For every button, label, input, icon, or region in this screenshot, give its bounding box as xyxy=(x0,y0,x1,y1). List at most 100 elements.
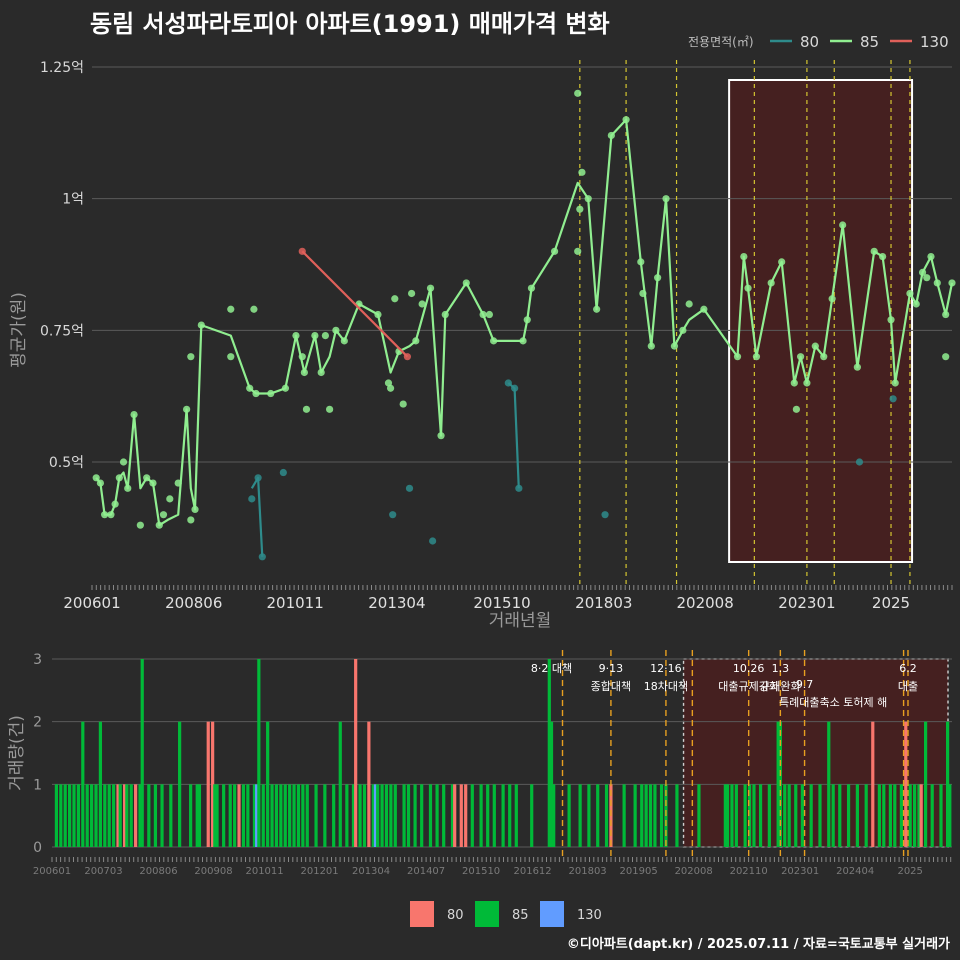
x-minor-ticks xyxy=(51,857,952,862)
data-point-85 xyxy=(426,284,435,292)
x-tick-label: 200806 xyxy=(139,866,177,877)
policy-label: 대출 xyxy=(898,680,918,693)
data-point-85 xyxy=(923,274,931,282)
data-point-85 xyxy=(149,479,157,487)
x-tick-label: 200908 xyxy=(194,866,232,877)
x-tick-label: 202301 xyxy=(778,594,835,612)
bar-85 xyxy=(305,784,309,847)
bar-85 xyxy=(479,784,483,847)
data-point-85 xyxy=(527,284,536,292)
bar-85 xyxy=(633,784,637,847)
bar-85 xyxy=(888,784,892,847)
policy-label: 종합대책 xyxy=(591,680,631,693)
legend-label-85: 85 xyxy=(512,908,529,923)
bar-85 xyxy=(129,784,133,847)
data-point-85 xyxy=(332,326,340,334)
x-tick-label: 201803 xyxy=(575,594,632,612)
data-point-85 xyxy=(654,274,662,282)
data-point-85 xyxy=(574,89,582,97)
data-point-85 xyxy=(321,332,329,340)
bar-80 xyxy=(367,721,371,847)
x-tick-label: 2025 xyxy=(897,866,922,877)
bar-85 xyxy=(864,784,868,847)
series-line-130 xyxy=(301,250,409,358)
data-point-85 xyxy=(267,389,275,398)
data-point-85 xyxy=(143,474,151,482)
y-tick-label: 1.25억 xyxy=(40,60,84,76)
data-point-85 xyxy=(250,305,258,313)
highlight-box xyxy=(728,79,914,563)
bar-85 xyxy=(138,784,142,847)
data-point-85 xyxy=(803,379,811,387)
bar-85 xyxy=(107,784,111,847)
bar-85 xyxy=(112,784,116,847)
data-point-85 xyxy=(96,479,105,487)
bar-85 xyxy=(246,784,250,847)
bar-85 xyxy=(384,784,389,847)
data-point-85 xyxy=(441,310,449,319)
bar-85 xyxy=(147,784,151,847)
data-point-85 xyxy=(462,279,470,287)
data-point-85 xyxy=(550,247,559,255)
data-point-80 xyxy=(279,468,287,477)
bar-85 xyxy=(547,659,551,847)
bar-85 xyxy=(893,784,897,847)
data-point-80 xyxy=(889,395,897,403)
data-point-85 xyxy=(942,310,950,319)
data-point-85 xyxy=(700,305,708,313)
data-point-85 xyxy=(300,368,308,377)
y-tick-label: 0 xyxy=(33,840,42,856)
bar-85 xyxy=(648,784,653,847)
bar-85 xyxy=(442,784,446,847)
data-point-85 xyxy=(927,253,935,261)
data-point-85 xyxy=(797,353,805,361)
bar-85 xyxy=(72,784,76,847)
legend-title: 전용면적(㎡) xyxy=(688,35,754,49)
data-point-85 xyxy=(412,337,420,345)
data-point-85 xyxy=(839,221,847,229)
data-point-85 xyxy=(191,505,199,513)
bar-85 xyxy=(393,784,397,847)
data-point-85 xyxy=(918,268,927,276)
data-point-85 xyxy=(437,432,445,440)
bar-85 xyxy=(809,784,813,847)
bar-85 xyxy=(587,784,591,847)
bar-85 xyxy=(530,784,534,847)
data-point-80 xyxy=(254,474,262,482)
bar-85 xyxy=(94,784,98,847)
bar-85 xyxy=(332,784,336,847)
data-point-85 xyxy=(879,253,887,261)
bar-85 xyxy=(323,784,327,847)
data-point-85 xyxy=(166,495,174,503)
bar-85 xyxy=(81,721,85,847)
data-point-85 xyxy=(107,511,115,519)
bar-85 xyxy=(596,784,600,847)
data-point-85 xyxy=(679,326,687,334)
x-tick-label: 201201 xyxy=(300,866,338,877)
data-point-85 xyxy=(752,353,761,361)
bar-85 xyxy=(827,721,831,847)
bar-80 xyxy=(919,784,923,847)
policy-label: 18차대책 xyxy=(644,680,688,693)
data-point-80 xyxy=(515,484,523,492)
bar-85 xyxy=(85,784,89,847)
data-point-85 xyxy=(227,305,235,313)
data-point-85 xyxy=(912,300,920,308)
policy-label: 8·2 대책 xyxy=(531,662,572,675)
legend-swatch-130 xyxy=(540,901,564,927)
data-point-85 xyxy=(790,379,798,387)
bar-85 xyxy=(794,784,798,847)
data-point-85 xyxy=(744,284,752,292)
bar-85 xyxy=(103,784,107,847)
data-point-85 xyxy=(639,289,647,298)
x-tick-label: 200601 xyxy=(63,594,120,612)
bar-85 xyxy=(169,784,173,847)
data-point-85 xyxy=(92,474,100,482)
bar-85 xyxy=(266,721,270,847)
bar-85 xyxy=(376,784,380,847)
bar-85 xyxy=(767,784,771,847)
data-point-85 xyxy=(111,500,119,508)
data-point-85 xyxy=(408,289,416,298)
bar-85 xyxy=(450,784,455,847)
x-tick-label: 201407 xyxy=(407,866,445,877)
